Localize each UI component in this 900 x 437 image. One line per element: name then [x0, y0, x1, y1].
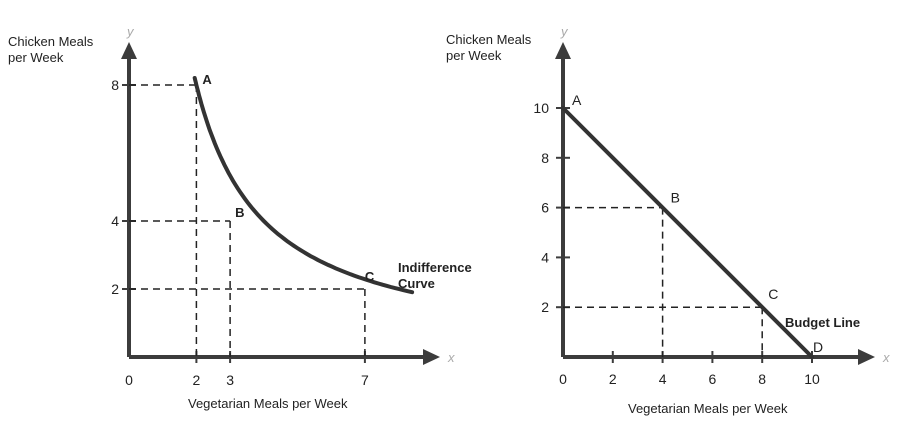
budget-line	[561, 106, 814, 359]
right-x-tick-label: 4	[659, 371, 667, 387]
right-x-tick-label: 2	[609, 371, 617, 387]
right-y-tick-label: 6	[541, 200, 549, 216]
left-x-tick-label: 2	[193, 372, 201, 388]
left-x-axis-label: Vegetarian Meals per Week	[188, 396, 348, 411]
right-y-axis-label-line1: Chicken Meals	[446, 32, 532, 47]
right-x-tick-label: 0	[559, 371, 567, 387]
right-y-axis-arrow	[555, 42, 571, 59]
right-x-tick-label: 8	[758, 371, 766, 387]
left-y-axis-label-line2: per Week	[8, 50, 64, 65]
left-x-tick-label: 3	[226, 372, 234, 388]
budget-line-label: Budget Line	[785, 315, 860, 330]
indifference-curve-label-line1: Indifference	[398, 260, 472, 275]
right-y-tick-label: 10	[533, 100, 549, 116]
left-y-tick-label: 8	[111, 77, 119, 93]
left-x-letter: x	[447, 350, 455, 365]
left-x-tick-label: 7	[361, 372, 369, 388]
right-point-label-A: A	[572, 92, 582, 108]
right-y-axis-label-line2: per Week	[446, 48, 502, 63]
left-y-axis-arrow	[121, 42, 137, 59]
right-point-label-D: D	[813, 339, 823, 355]
left-x-axis-arrow	[423, 349, 440, 365]
right-point-label-C: C	[768, 286, 778, 302]
right-y-tick-label: 2	[541, 299, 549, 315]
right-x-tick-label: 6	[709, 371, 717, 387]
right-x-tick-label: 10	[804, 371, 820, 387]
indifference-curve	[192, 76, 415, 295]
left-y-axis-label-line1: Chicken Meals	[8, 34, 94, 49]
left-y-tick-label: 4	[111, 213, 119, 229]
left-point-label-C: C	[365, 269, 375, 284]
right-y-letter: y	[560, 24, 569, 39]
right-x-axis-label: Vegetarian Meals per Week	[628, 401, 788, 416]
right-y-tick-label: 4	[541, 249, 549, 265]
left-point-label-B: B	[235, 205, 244, 220]
left-y-axis-label: Chicken Meals per Week	[8, 34, 93, 66]
right-x-axis-arrow	[858, 349, 875, 365]
right-x-letter: x	[882, 350, 890, 365]
right-y-tick-label: 8	[541, 150, 549, 166]
left-y-letter: y	[126, 24, 135, 39]
right-y-axis-label: Chicken Meals per Week	[446, 32, 531, 64]
left-point-label-A: A	[202, 72, 212, 87]
left-x-tick-label: 0	[125, 372, 133, 388]
right-point-label-B: B	[671, 190, 680, 206]
left-y-tick-label: 2	[111, 281, 119, 297]
indifference-curve-label-line2: Curve	[398, 276, 435, 291]
